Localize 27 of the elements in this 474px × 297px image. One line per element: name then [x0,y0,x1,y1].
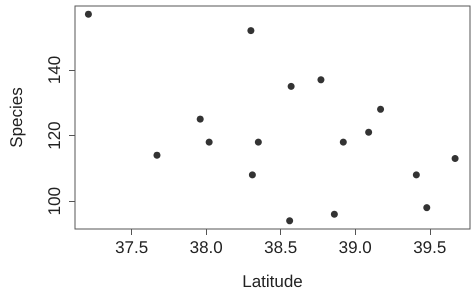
point [153,152,160,159]
point [317,76,324,84]
point [412,171,420,178]
x-tick-label: 37.5 [115,238,148,257]
x-tick-label: 39.0 [338,238,372,257]
point [247,27,254,34]
point [423,204,430,212]
point [365,128,372,136]
point [288,82,295,90]
point [206,138,213,146]
y-tick-label: 140 [45,56,64,84]
x-tick-label: 39.5 [413,238,446,257]
point [452,154,459,162]
point [248,171,256,178]
x-axis-title: Latitude [242,272,303,291]
point [196,116,204,123]
point [286,217,294,224]
point [254,138,262,146]
x-tick-label: 38.0 [190,238,223,257]
x-tick-label: 38.5 [264,238,298,257]
point [340,138,347,146]
y-tick-label: 120 [45,121,64,150]
y-axis-title: Species [7,87,26,148]
point [84,10,92,18]
y-tick-label: 100 [45,186,64,216]
point [377,106,384,113]
point [330,210,338,218]
